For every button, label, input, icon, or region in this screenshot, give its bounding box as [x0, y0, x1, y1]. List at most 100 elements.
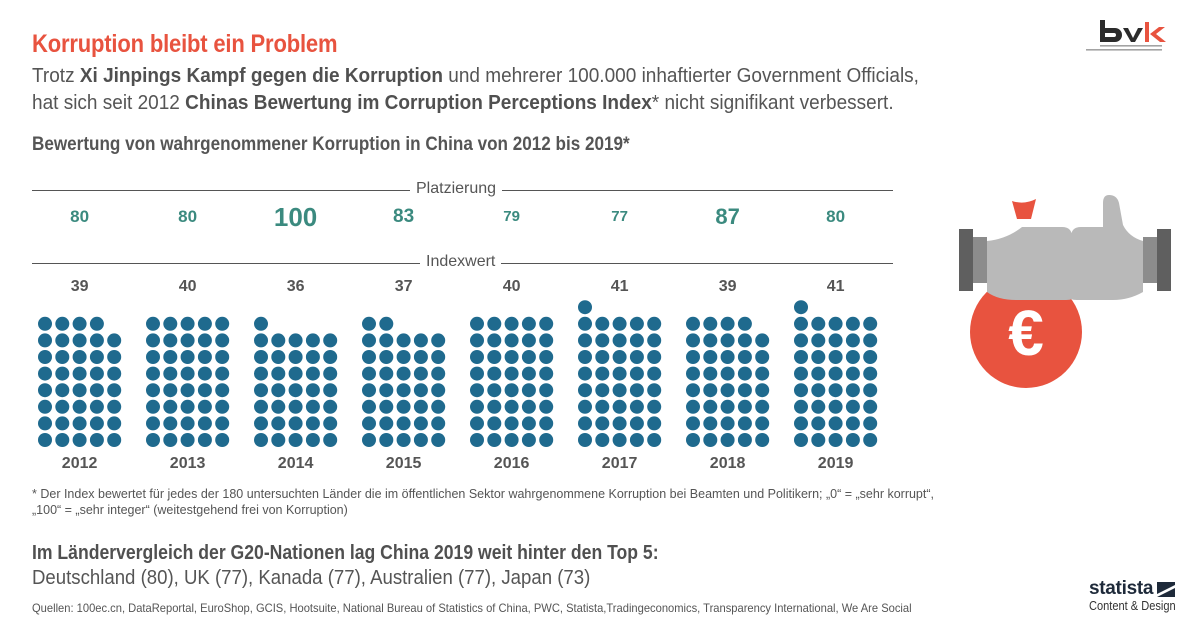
index-dot [431, 333, 446, 348]
index-dot [828, 316, 843, 331]
year-label-2017: 2017 [601, 455, 638, 472]
index-dot [215, 366, 230, 381]
index-dot [612, 316, 627, 331]
index-dot [629, 416, 644, 431]
index-dot [504, 433, 519, 447]
index-dot [828, 416, 843, 431]
index-dot [863, 399, 878, 414]
index-dot [323, 416, 338, 431]
index-dot [811, 399, 826, 414]
index-dot [197, 383, 212, 398]
index-dot [180, 316, 195, 331]
index-dot [362, 383, 376, 398]
index-dot [413, 433, 428, 447]
index-dot [197, 350, 212, 364]
index-dot [686, 333, 700, 348]
comparison-list: Deutschland (80), UK (77), Kanada (77), … [32, 567, 591, 589]
index-dot [305, 416, 320, 431]
index-dot [539, 433, 554, 447]
index-dot [197, 316, 212, 331]
index-dot [254, 399, 268, 414]
index-dot [89, 316, 104, 331]
index-dot [72, 416, 87, 431]
index-dot [539, 366, 554, 381]
dot-group-2014 [254, 316, 338, 447]
index-dot [431, 383, 446, 398]
index-dot [379, 350, 394, 364]
index-dot [55, 383, 70, 398]
sources: Quellen: 100ec.cn, DataReportal, EuroSho… [32, 601, 912, 615]
index-dot [470, 399, 484, 414]
index-dot [72, 399, 87, 414]
index-dot [504, 316, 519, 331]
index-dot [89, 416, 104, 431]
index-dot [487, 383, 502, 398]
index-dot [487, 350, 502, 364]
index-dot [288, 350, 303, 364]
index-dot [647, 416, 662, 431]
index-dot [107, 333, 122, 348]
index-dot [431, 366, 446, 381]
index-dot [72, 433, 87, 447]
index-dot [215, 433, 230, 447]
index-dot [737, 333, 752, 348]
statista-logo-icon [1157, 581, 1176, 597]
index-dot [38, 316, 52, 331]
index-dot [487, 366, 502, 381]
index-dot [863, 433, 878, 447]
index-dot [703, 399, 718, 414]
index-dot [629, 350, 644, 364]
index-dot [521, 416, 536, 431]
index-dot [737, 350, 752, 364]
index-dot [737, 433, 752, 447]
index-value-2012: 39 [70, 278, 89, 295]
index-dot [215, 416, 230, 431]
index-dot [612, 399, 627, 414]
index-dot [629, 399, 644, 414]
index-dot [811, 316, 826, 331]
index-dot [863, 333, 878, 348]
index-dot [323, 433, 338, 447]
index-dot [288, 416, 303, 431]
dot-group-2017 [578, 300, 662, 447]
money-bag-icon: € [970, 199, 1082, 388]
index-dot [845, 399, 860, 414]
index-dot [811, 383, 826, 398]
index-dot [288, 383, 303, 398]
index-dot [271, 399, 286, 414]
index-dot [595, 433, 610, 447]
index-dot [288, 433, 303, 447]
index-dot [89, 333, 104, 348]
index-dot [362, 366, 376, 381]
subtitle-text: * nicht signifikant verbessert. [651, 92, 894, 114]
index-dot [845, 333, 860, 348]
index-dot [720, 333, 735, 348]
dot-group-2019 [794, 300, 878, 447]
index-dot [146, 399, 160, 414]
index-dot [362, 316, 376, 331]
index-dot [647, 350, 662, 364]
index-dot [863, 316, 878, 331]
index-dot [578, 300, 592, 315]
rank-value-2018: 87 [715, 204, 740, 230]
index-dot [578, 416, 592, 431]
index-dot [811, 350, 826, 364]
index-dot [470, 316, 484, 331]
index-dot [413, 383, 428, 398]
index-dot [521, 316, 536, 331]
rank-value-2016: 79 [503, 208, 520, 226]
index-dot [180, 416, 195, 431]
index-dot [647, 316, 662, 331]
index-dot [703, 350, 718, 364]
footnote: * Der Index bewertet für jedes der 180 u… [32, 486, 1072, 518]
index-dot [215, 383, 230, 398]
index-dot [595, 416, 610, 431]
index-dot [703, 366, 718, 381]
index-dot [863, 350, 878, 364]
index-dot [720, 399, 735, 414]
index-dot [470, 350, 484, 364]
index-dot [578, 399, 592, 414]
index-dot [89, 383, 104, 398]
index-dot [612, 416, 627, 431]
index-dot [379, 399, 394, 414]
